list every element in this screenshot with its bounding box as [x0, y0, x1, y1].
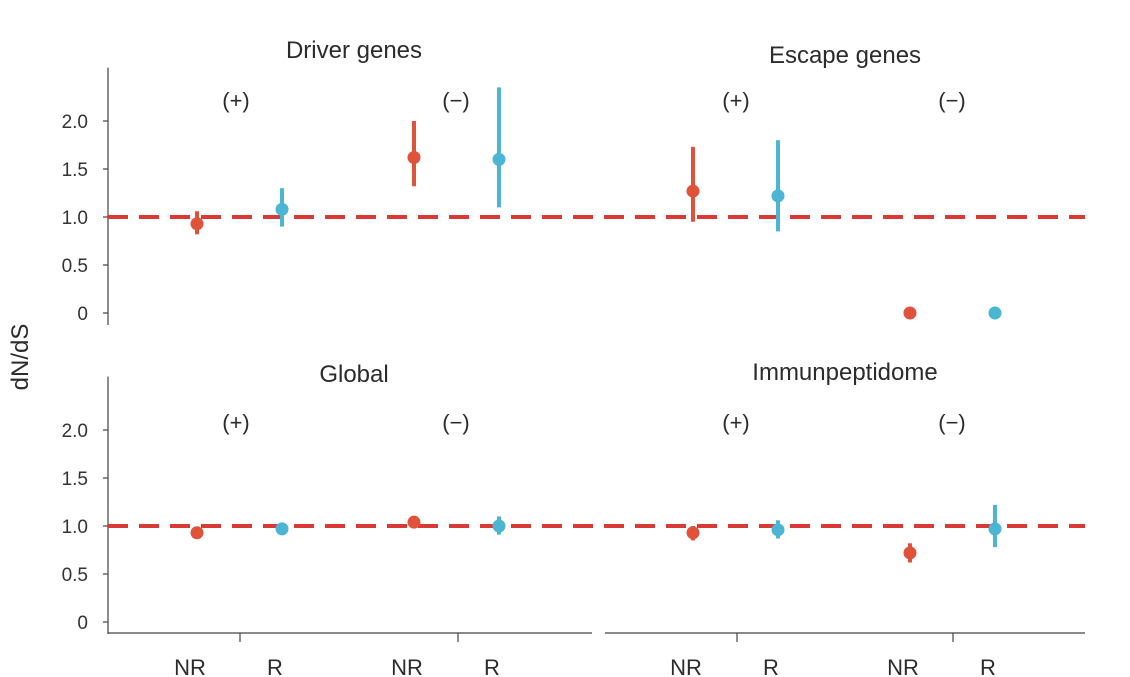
group-sign-label: (−)	[442, 88, 470, 113]
y-tick-label: 2.0	[62, 112, 88, 133]
data-point	[190, 217, 204, 231]
y-tick-label: 0.5	[62, 256, 88, 277]
x-category-label: R	[763, 655, 779, 677]
data-point	[903, 306, 917, 320]
group-sign-label: (−)	[938, 88, 966, 113]
group-sign-label: (+)	[222, 88, 250, 113]
x-category-label: NR	[391, 655, 423, 677]
data-point	[988, 522, 1002, 536]
x-category-label: R	[484, 655, 500, 677]
data-point	[275, 202, 289, 216]
data-point	[988, 306, 1002, 320]
y-axis-label: dN/dS	[7, 324, 34, 391]
panel-title: Global	[319, 361, 388, 388]
data-point	[407, 150, 421, 164]
y-tick-label: 0	[77, 613, 88, 634]
panel-title: Driver genes	[286, 37, 422, 64]
group-sign-label: (+)	[722, 88, 750, 113]
y-tick-label: 0.5	[62, 565, 88, 586]
data-point	[275, 522, 289, 536]
x-category-label: NR	[670, 655, 702, 677]
x-category-label: R	[267, 655, 283, 677]
chart-layer: 0 0.5 1.0 1.5 2.0 0 0.5 1.0 1.5 2.0 NR R NR R NR R NR R Dr…	[62, 37, 1085, 677]
y-tick-label: 1.5	[62, 160, 88, 181]
data-point	[771, 189, 785, 203]
data-point	[771, 523, 785, 537]
data-point	[686, 184, 700, 198]
panel-title: Escape genes	[769, 42, 921, 69]
data-point	[407, 515, 421, 529]
x-category-label: R	[980, 655, 996, 677]
y-tick-label: 0	[77, 304, 88, 325]
y-tick-label: 1.0	[62, 517, 88, 538]
data-point	[492, 519, 506, 533]
data-point	[190, 526, 204, 540]
data-point	[686, 526, 700, 540]
group-sign-label: (−)	[938, 410, 966, 435]
y-tick-label: 1.5	[62, 469, 88, 490]
x-category-label: NR	[174, 655, 206, 677]
group-sign-label: (+)	[722, 410, 750, 435]
y-tick-label: 2.0	[62, 421, 88, 442]
panel-title: Immunpeptidome	[752, 359, 937, 386]
x-category-label: NR	[887, 655, 919, 677]
group-sign-label: (−)	[442, 410, 470, 435]
y-tick-label: 1.0	[62, 208, 88, 229]
data-point	[903, 546, 917, 560]
group-sign-label: (+)	[222, 410, 250, 435]
data-point	[492, 152, 506, 166]
